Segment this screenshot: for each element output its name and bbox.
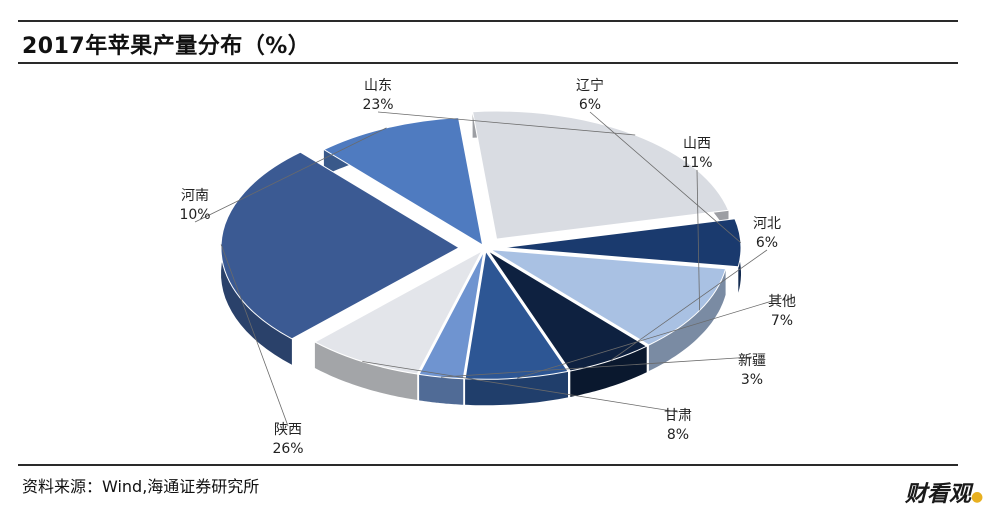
- slice-name-label: 河南: [181, 188, 209, 204]
- chart-title: 2017年苹果产量分布（%）: [22, 34, 311, 59]
- pie-slice-side: [648, 268, 726, 371]
- pie-slice-side: [465, 371, 568, 406]
- pie-slice-side: [570, 346, 647, 397]
- slice-name-label: 新疆: [738, 353, 766, 369]
- slice-value-label: 7%: [771, 313, 793, 329]
- leader-line: [194, 127, 387, 223]
- leader-line: [377, 111, 636, 136]
- slice-value-label: 8%: [667, 427, 689, 443]
- leader-line: [220, 244, 289, 427]
- pie-slice-side: [419, 374, 464, 405]
- watermark-logo: 财看观●: [905, 482, 984, 507]
- pie-slice: [464, 249, 569, 380]
- slice-value-label: 3%: [741, 372, 763, 388]
- slice-value-label: 10%: [179, 207, 210, 223]
- slice-name-label: 辽宁: [576, 77, 604, 94]
- leader-line: [589, 111, 742, 244]
- pie-slice: [472, 110, 730, 240]
- slice-value-label: 26%: [272, 441, 303, 457]
- slice-name-label: 其他: [768, 294, 796, 310]
- pie-slice: [418, 250, 485, 380]
- pie-slice: [487, 250, 648, 372]
- pie-slice: [313, 249, 484, 375]
- slice-name-label: 甘肃: [664, 408, 692, 424]
- leader-line: [440, 356, 753, 378]
- slice-value-label: 23%: [362, 97, 393, 113]
- source-note: 资料来源：Wind,海通证券研究所: [22, 477, 260, 496]
- pie-slice-side: [314, 342, 418, 400]
- slice-name-label: 河北: [753, 216, 781, 232]
- title-underline: [18, 62, 958, 64]
- slice-value-label: 6%: [579, 97, 601, 113]
- slice-value-label: 11%: [681, 155, 712, 171]
- slice-name-label: 陕西: [274, 422, 302, 438]
- slice-value-label: 6%: [756, 235, 778, 251]
- slice-name-label: 山西: [683, 136, 711, 152]
- leader-line: [517, 297, 783, 379]
- leader-line: [696, 169, 700, 311]
- leader-line: [362, 361, 679, 413]
- slice-name-label: 山东: [364, 78, 392, 94]
- watermark-text: 财看观: [905, 482, 972, 507]
- bottom-rule: [18, 464, 958, 466]
- top-rule: [18, 20, 958, 22]
